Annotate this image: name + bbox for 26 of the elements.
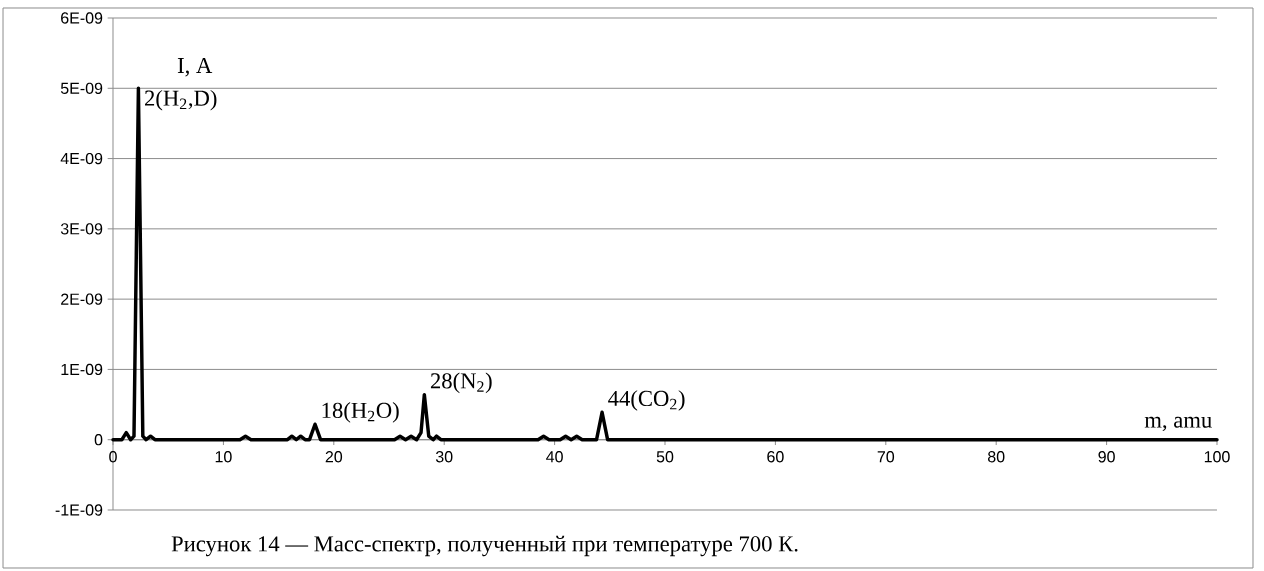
x-tick-label: 10	[215, 451, 232, 463]
y-tick-label: 6E-09	[61, 12, 103, 24]
y-tick-label: -1E-09	[55, 504, 103, 516]
y-axis-title: I, A	[177, 57, 213, 77]
text: Рисунок 14 — Масс-спектр, полученный при температуре 700 К.	[171, 535, 798, 557]
x-tick-label: 80	[987, 451, 1005, 463]
annotation: 44(CO$_{2}$)	[608, 390, 685, 411]
x-tick-label: 90	[1098, 451, 1115, 463]
y-tick-label: 1E-09	[61, 363, 103, 376]
y-tick-label: 4E-09	[60, 152, 103, 165]
x-tick-label: 50	[656, 451, 674, 463]
y-tick-label: 3E-09	[60, 223, 103, 235]
annotation: 2(H$_{2}$,D)	[145, 89, 217, 111]
y-tick-label: 2E-09	[61, 293, 103, 305]
x-tick-label: 30	[435, 451, 453, 463]
x-tick-label: 70	[877, 451, 895, 463]
annotation: 28(N$_{2}$)	[430, 372, 492, 394]
x-tick-label: 20	[325, 451, 343, 463]
y-tick-label: 0	[94, 434, 103, 446]
annotation: 18(H$_{2}$O)	[322, 402, 399, 423]
y-tick-label: 5E-09	[60, 82, 103, 94]
x-axis-title: m, amu	[1144, 416, 1212, 431]
x-tick-label: 60	[767, 451, 784, 463]
x-tick-label: 100	[1204, 451, 1230, 463]
x-tick-label: 0	[109, 451, 117, 463]
x-tick-label: 40	[546, 451, 563, 463]
